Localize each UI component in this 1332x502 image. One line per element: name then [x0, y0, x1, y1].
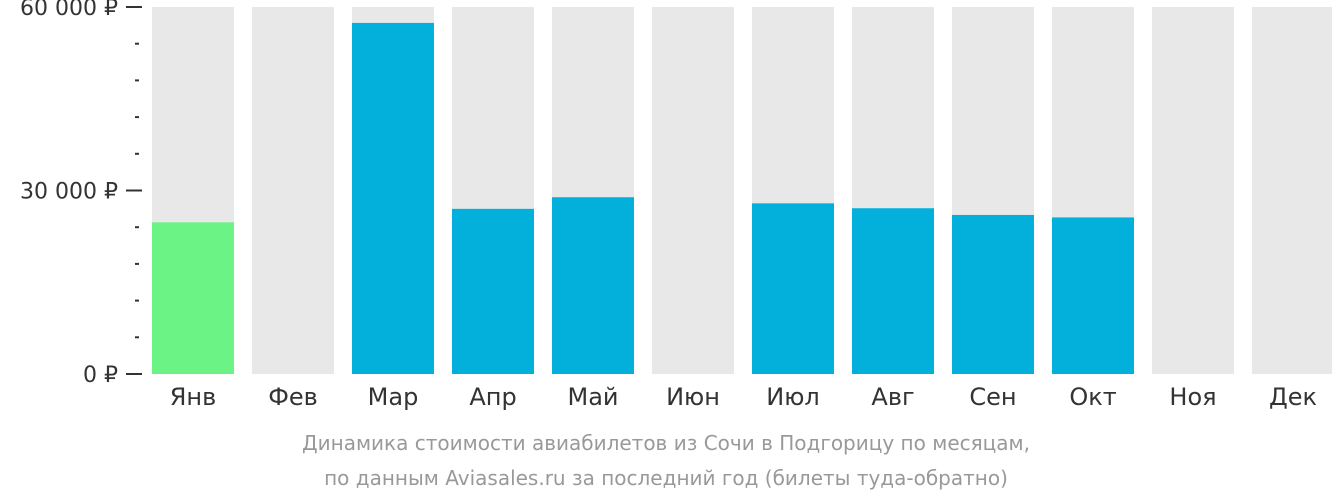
x-tick-label-8: Авг	[871, 383, 914, 411]
chart-caption-line-2: по данным Aviasales.ru за последний год …	[324, 466, 1008, 490]
x-tick-label-3: Мар	[368, 383, 419, 411]
bar-8	[852, 208, 934, 374]
bar-background-6	[652, 7, 734, 374]
x-tick-label-7: Июл	[766, 383, 820, 411]
x-tick-label-2: Фев	[268, 383, 318, 411]
bar-3	[352, 22, 434, 375]
bar-background-2	[252, 7, 334, 374]
y-tick-label-1: 60 000 ₽	[20, 0, 118, 21]
bar-7	[752, 203, 834, 374]
bar-5	[552, 197, 634, 374]
x-tick-label-6: Июн	[666, 383, 720, 411]
bar-10	[1052, 217, 1134, 374]
y-tick-label-2: 30 000 ₽	[20, 180, 118, 205]
x-tick-label-11: Ноя	[1169, 383, 1216, 411]
bar-9	[952, 214, 1034, 374]
x-tick-label-10: Окт	[1069, 383, 1116, 411]
x-tick-label-12: Дек	[1269, 383, 1317, 411]
chart-caption-line-1: Динамика стоимости авиабилетов из Сочи в…	[302, 431, 1030, 455]
y-tick-label-3: 0 ₽	[83, 363, 118, 388]
bar-4	[452, 208, 534, 374]
x-tick-label-9: Сен	[969, 383, 1016, 411]
x-tick-label-5: Май	[567, 383, 618, 411]
bar-1	[152, 222, 234, 374]
x-tick-label-4: Апр	[469, 383, 516, 411]
bar-background-12	[1252, 7, 1332, 374]
bar-background-11	[1152, 7, 1234, 374]
price-chart: Янв Фев Мар Апр Май Июн Июл Авг Сен Окт Ноя Дек 60 0…	[20, 0, 1332, 411]
x-tick-label-1: Янв	[170, 383, 217, 411]
